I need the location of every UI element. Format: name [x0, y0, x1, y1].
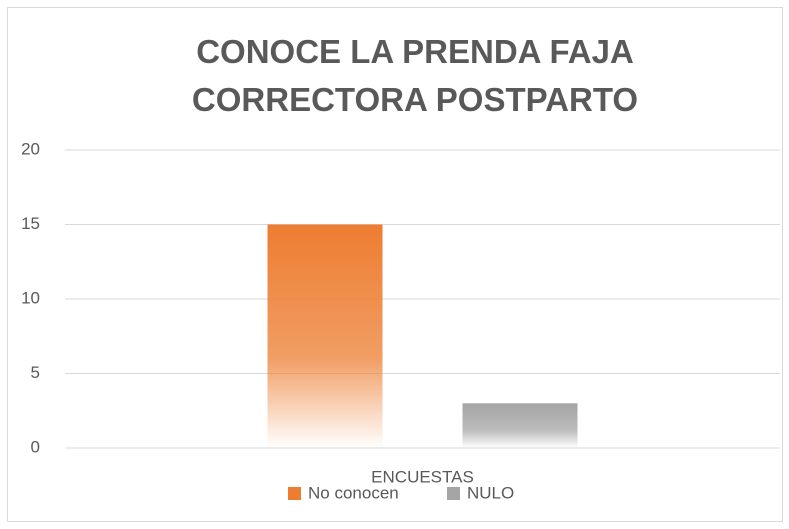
y-tick-label: 15 — [21, 214, 40, 233]
legend-label: No conocen — [308, 483, 399, 502]
bar — [267, 224, 383, 448]
legend-swatch — [288, 487, 301, 500]
y-tick-label: 5 — [31, 363, 40, 382]
legend-swatch — [447, 487, 460, 500]
y-tick-label: 20 — [21, 139, 40, 158]
y-tick-label: 0 — [31, 437, 40, 456]
chart-border — [7, 7, 783, 522]
bar — [462, 403, 578, 448]
legend-label: NULO — [467, 483, 514, 502]
y-tick-label: 10 — [21, 288, 40, 307]
chart-title: CONOCE LA PRENDA FAJA CORRECTORA POSTPAR… — [191, 33, 639, 118]
x-tick-label: ENCUESTAS — [371, 467, 474, 486]
